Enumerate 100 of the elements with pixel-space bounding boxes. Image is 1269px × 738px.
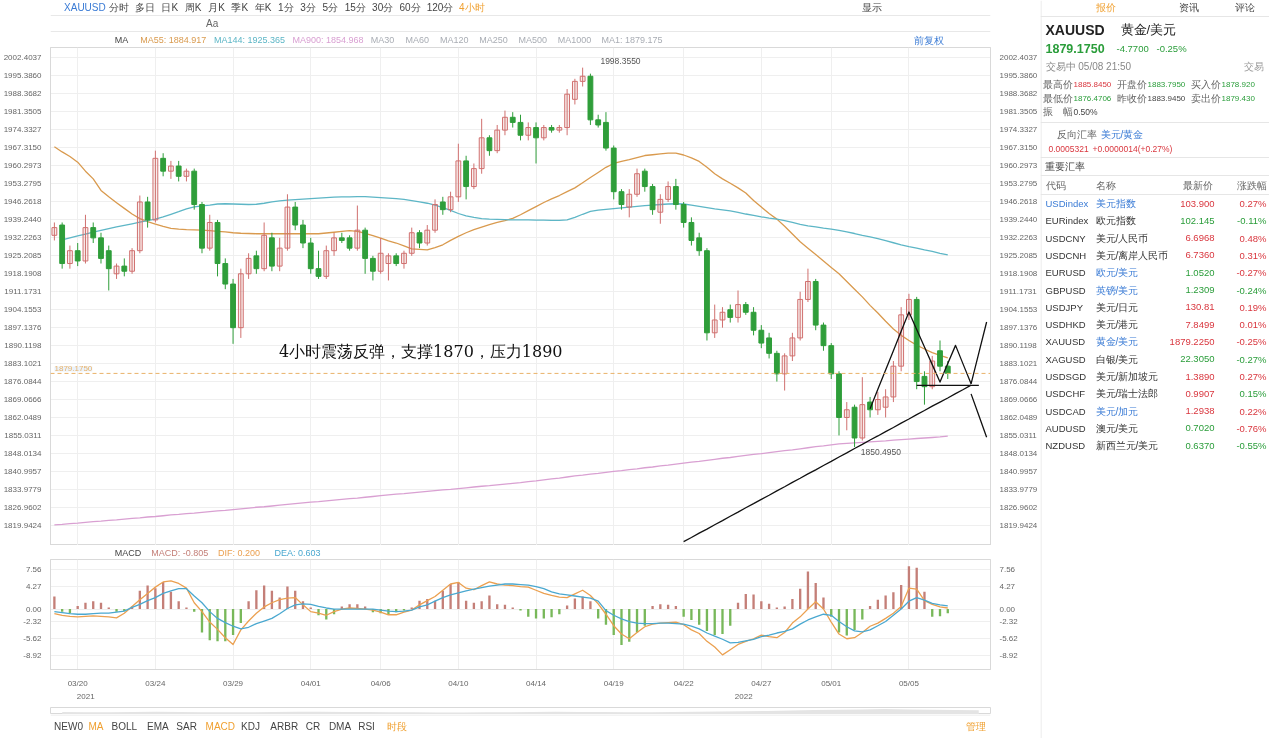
text: SAR	[176, 721, 197, 732]
text: 0.27%	[1239, 371, 1268, 382]
text: 振 幅	[1042, 106, 1073, 117]
text: 前复权	[913, 34, 944, 46]
annotation: 1850.4950	[860, 446, 902, 457]
text: GBPUSD	[1045, 284, 1086, 296]
y-tick-label: 1869.0666	[3, 394, 43, 404]
x-tick-label: 05/01	[821, 678, 842, 688]
x-tick-label: 05/05	[898, 678, 920, 688]
text: 黄金/美元	[1120, 22, 1177, 37]
text: 1.2938	[1185, 405, 1215, 417]
text: 显示	[862, 2, 883, 13]
y2-tick-label: 1855.0311	[999, 430, 1038, 440]
text: EURUSD	[1045, 267, 1086, 279]
text: 代码	[1044, 180, 1066, 191]
text: 交易中 05/08 21:50	[1045, 61, 1132, 72]
text: -0.27%	[1236, 353, 1268, 365]
text: -0.11%	[1237, 215, 1268, 227]
text: 15分	[344, 2, 366, 13]
y-tick-label: 1911.1731	[4, 286, 43, 296]
text: 月K	[208, 2, 226, 13]
text: 1883.9450	[1147, 94, 1186, 103]
text: 102.145	[1180, 214, 1215, 226]
text: 美元/日元	[1095, 301, 1139, 313]
y2-tick-label: 1869.0666	[999, 394, 1038, 404]
text: 美元指数	[1095, 198, 1136, 209]
text: 最新价	[1182, 180, 1213, 191]
y2-tick-label: 1953.2795	[999, 178, 1038, 188]
y-tick-label: 1932.2263	[3, 232, 43, 242]
text: USDCAD	[1045, 405, 1086, 417]
text: 英镑/美元	[1095, 284, 1139, 296]
x-tick-label: 04/10	[448, 678, 469, 688]
text: USDJPY	[1045, 301, 1084, 313]
y-tick-label: 1946.2618	[3, 196, 43, 206]
text: 交易	[1243, 61, 1264, 72]
text: 分时	[109, 2, 130, 13]
y2-tick-label: 1960.2973	[999, 160, 1038, 170]
text: 资讯	[1178, 2, 1199, 13]
y-tick-label: 1939.2440	[3, 214, 43, 224]
text: 周K	[184, 2, 202, 13]
y-tick-label: 1981.3505	[3, 106, 43, 116]
text: 1.3890	[1185, 370, 1215, 382]
y2-tick-label: -5.62	[999, 633, 1019, 643]
text: -0.25%	[1156, 43, 1188, 54]
x-tick-label: 04/06	[370, 678, 392, 688]
text: 1883.7950	[1147, 80, 1186, 89]
text: 白银/美元	[1095, 353, 1139, 365]
text: 新西兰元/美元	[1095, 440, 1159, 452]
y2-tick-label: 1932.2263	[999, 232, 1038, 242]
y-tick-label: 1995.3860	[3, 70, 43, 80]
text: NEW0	[54, 721, 84, 732]
text: 22.3050	[1180, 353, 1215, 365]
text: 1879.430	[1221, 94, 1256, 103]
text: 昨收价	[1116, 93, 1147, 104]
text: 1.0520	[1185, 266, 1215, 278]
text: KDJ	[241, 721, 260, 732]
text: 103.900	[1180, 197, 1215, 209]
y-tick-label: 1848.0134	[3, 448, 43, 458]
y2-tick-label: 1988.3682	[999, 88, 1038, 98]
text: MA55: 1884.917	[140, 35, 207, 45]
text: 6.7360	[1185, 249, 1215, 261]
y2-tick-label: -8.92	[999, 651, 1019, 661]
text: XAGUSD	[1045, 353, 1086, 365]
text: 欧元/美元	[1095, 267, 1139, 279]
y-tick-label: 1883.1021	[3, 358, 43, 368]
text: XAUUSD	[1045, 21, 1105, 38]
text: MA500	[518, 35, 548, 45]
y2-tick-label: 1833.9779	[999, 484, 1038, 494]
y2-tick-label: 1918.1908	[999, 268, 1038, 278]
y2-tick-label: 1946.2618	[999, 196, 1038, 206]
text: 名称	[1095, 180, 1116, 191]
y-tick-label: 1890.1198	[4, 340, 43, 350]
x-tick-label: 04/22	[673, 678, 695, 688]
text: 年K	[254, 2, 272, 13]
text: 1878.920	[1221, 80, 1256, 89]
y-tick-label: 1876.0844	[3, 376, 43, 386]
text: MACD	[205, 721, 236, 732]
x-tick-label: 04/01	[300, 678, 322, 688]
text: 0.48%	[1239, 232, 1268, 244]
text: 美元/港元	[1095, 319, 1139, 331]
text: EMA	[147, 721, 170, 732]
y-tick-label: 1918.1908	[3, 268, 43, 278]
text: USDCNY	[1045, 232, 1087, 244]
text: 评论	[1234, 2, 1255, 13]
text: NZDUSD	[1045, 440, 1086, 452]
text: 0.15%	[1239, 388, 1268, 400]
text: MA900: 1854.968	[292, 35, 364, 45]
text: USDindex	[1045, 198, 1089, 209]
x-tick-label: 04/27	[751, 678, 772, 688]
text: 1分	[278, 2, 294, 13]
text: +0.0000014(+0.27%)	[1092, 143, 1173, 154]
y2-tick-label: 7.56	[999, 565, 1016, 575]
y-tick-label: 1974.3327	[3, 124, 43, 134]
text: 30分	[372, 2, 394, 13]
y2-tick-label: 1848.0134	[999, 448, 1038, 458]
text: 日K	[161, 2, 179, 13]
y-tick-label: 1819.9424	[3, 520, 43, 530]
y2-tick-label: 1981.3505	[999, 106, 1038, 116]
y2-tick-label: 1939.2440	[999, 214, 1038, 224]
text: USDHKD	[1045, 319, 1086, 331]
